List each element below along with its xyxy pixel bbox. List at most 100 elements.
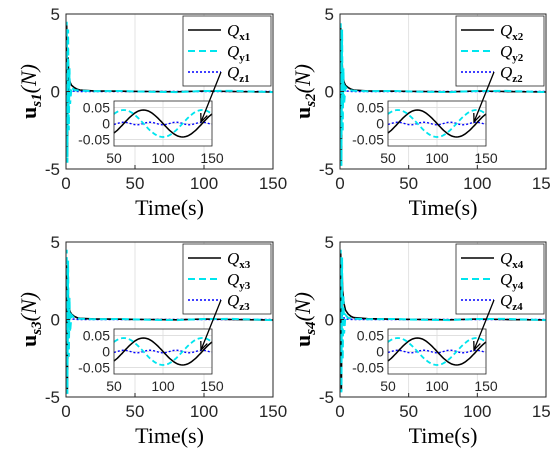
inset-series-Qx bbox=[387, 337, 487, 366]
y-axis-label: us2(N) bbox=[290, 64, 319, 119]
y-tick-label: 0 bbox=[325, 83, 334, 102]
y-axis-label-unit: (N) bbox=[16, 292, 41, 321]
legend-label-sub: y2 bbox=[512, 52, 524, 64]
x-tick-label: 50 bbox=[399, 174, 418, 193]
inset-x-tick-label: 100 bbox=[151, 150, 175, 166]
inset-y-tick-label: -0.05 bbox=[78, 132, 110, 148]
legend-label-main: Q bbox=[227, 21, 239, 40]
legend-label-Qx2: Qx2 bbox=[500, 21, 524, 43]
legend-label-main: Q bbox=[227, 63, 239, 82]
legend-box bbox=[455, 243, 545, 315]
legend-label-sub: y3 bbox=[239, 280, 251, 292]
inset: 50 100 150 0.050-0.05 bbox=[78, 327, 224, 394]
series-group bbox=[340, 23, 546, 166]
legend-label-main: Q bbox=[500, 21, 512, 40]
legend-label-main: Q bbox=[227, 249, 239, 268]
x-tick-label: 50 bbox=[399, 402, 418, 421]
y-axis-label-sub: s1 bbox=[29, 93, 45, 107]
inset-y-tick-label: 0.05 bbox=[83, 99, 110, 115]
inset-y-tick-label: 0.05 bbox=[357, 99, 384, 115]
legend-label-sub: z2 bbox=[512, 73, 523, 85]
inset-y-tick-label: 0 bbox=[376, 116, 384, 132]
inset-y-tick-label: 0 bbox=[376, 344, 384, 360]
legend-label-sub: z4 bbox=[512, 301, 523, 313]
x-tick-label: 100 bbox=[463, 174, 491, 193]
legend-label-sub: z1 bbox=[239, 73, 249, 85]
inset-y-tick-label: -0.05 bbox=[352, 360, 384, 376]
inset-box bbox=[387, 328, 487, 375]
series-line-Qy2 bbox=[340, 23, 546, 166]
y-tick-label: 0 bbox=[51, 83, 60, 102]
y-axis-label-unit: (N) bbox=[16, 64, 41, 93]
inset-box bbox=[387, 100, 487, 147]
inset-y-tick-label: 0.05 bbox=[357, 327, 384, 343]
x-tick-label: 150 bbox=[259, 402, 287, 421]
x-axis-label: Time(s) bbox=[135, 423, 204, 448]
legend-label-Qz3: Qz3 bbox=[227, 291, 250, 313]
inset-x-tick-label: 100 bbox=[425, 378, 449, 394]
arrow-line bbox=[473, 71, 495, 123]
y-axis-label-sub: s2 bbox=[303, 93, 319, 108]
legend-label-sub: x1 bbox=[239, 31, 250, 43]
legend-label-Qx1: Qx1 bbox=[227, 21, 250, 43]
legend-label-sub: y1 bbox=[239, 52, 250, 64]
inset-x-tick-label: 50 bbox=[106, 150, 122, 166]
x-tick-label: 0 bbox=[61, 174, 70, 193]
arrow-head bbox=[200, 112, 208, 124]
x-tick-label: 0 bbox=[335, 174, 344, 193]
inset: 50 100 150 0.050-0.05 bbox=[78, 99, 224, 166]
series-line-Qy1 bbox=[66, 21, 273, 163]
y-axis-label-main: u bbox=[16, 335, 41, 347]
inset-series-Qz bbox=[113, 121, 213, 126]
panel-4: 05010015050-5Time(s)us4(N)Qx4Qy4Qz450100… bbox=[290, 233, 550, 448]
x-tick-label: 150 bbox=[532, 174, 550, 193]
inset-series-Qz bbox=[387, 349, 487, 354]
series-line-Qy3 bbox=[66, 249, 273, 394]
inset-y-tick-label: -0.05 bbox=[78, 360, 110, 376]
inset-series-Qy bbox=[387, 337, 487, 366]
legend-box bbox=[182, 15, 272, 87]
inset-series-Qy bbox=[387, 109, 487, 138]
legend-label-main: Q bbox=[500, 63, 512, 82]
inset-x-tick-label: 50 bbox=[106, 378, 122, 394]
y-axis-label-main: u bbox=[16, 107, 41, 119]
inset-series-Qz bbox=[387, 121, 487, 126]
y-axis-label: us1(N) bbox=[16, 64, 45, 119]
legend-label-main: Q bbox=[500, 42, 512, 61]
legend-label-Qz4: Qz4 bbox=[500, 291, 523, 313]
arrow-head bbox=[473, 112, 481, 124]
y-axis-label-unit: (N) bbox=[290, 292, 315, 321]
y-axis-label: us4(N) bbox=[290, 292, 319, 347]
x-tick-label: 100 bbox=[463, 402, 491, 421]
y-axis-label-sub: s3 bbox=[29, 321, 45, 336]
arrow-line bbox=[200, 71, 222, 123]
y-axis-label-main: u bbox=[290, 335, 315, 347]
inset-x-tick-label: 100 bbox=[151, 378, 175, 394]
x-tick-label: 50 bbox=[126, 402, 145, 421]
arrow-head bbox=[200, 340, 208, 352]
legend-label-main: Q bbox=[227, 270, 239, 289]
x-tick-label: 100 bbox=[190, 174, 218, 193]
inset: 50 100 150 0.050-0.05 bbox=[352, 99, 498, 166]
x-tick-label: 150 bbox=[259, 174, 287, 193]
x-tick-label: 50 bbox=[126, 174, 145, 193]
legend-label-main: Q bbox=[500, 291, 512, 310]
legend-label-main: Q bbox=[500, 249, 512, 268]
inset-box bbox=[113, 328, 213, 375]
legend-label-main: Q bbox=[227, 42, 239, 61]
y-tick-label: 5 bbox=[51, 5, 60, 24]
y-axis-label-sub: s4 bbox=[303, 321, 319, 336]
legend-label-main: Q bbox=[227, 291, 239, 310]
inset-y-tick-label: -0.05 bbox=[352, 132, 384, 148]
inset-y-tick-label: 0 bbox=[102, 344, 110, 360]
y-axis-label-unit: (N) bbox=[290, 64, 315, 93]
x-axis-label: Time(s) bbox=[409, 423, 478, 448]
legend-label-Qx3: Qx3 bbox=[227, 249, 251, 271]
inset-box bbox=[113, 100, 213, 147]
y-tick-label: 0 bbox=[325, 311, 334, 330]
